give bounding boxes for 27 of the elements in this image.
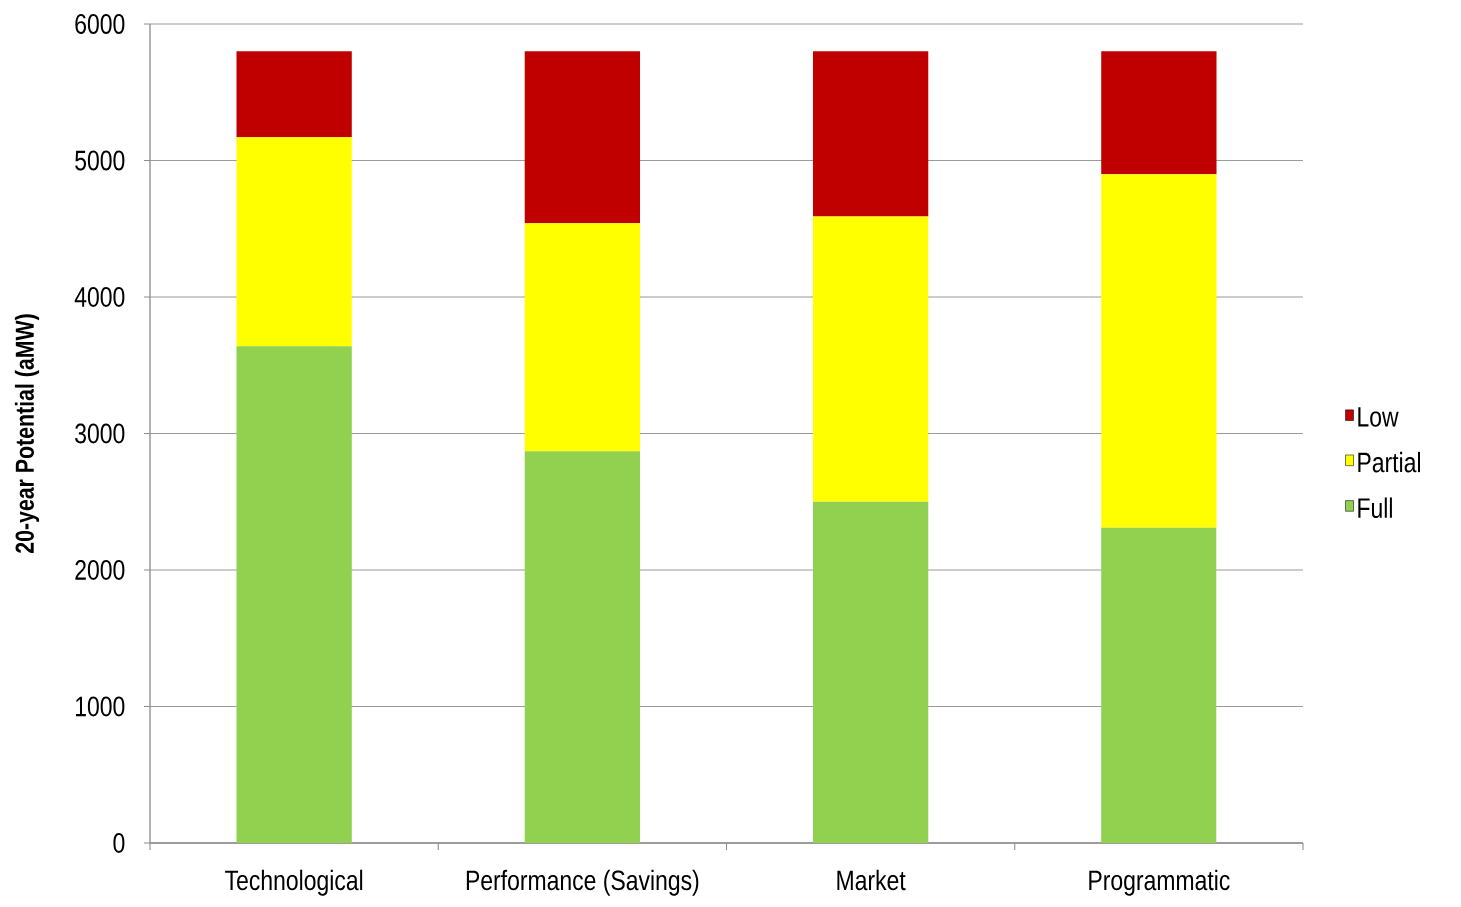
bar <box>812 51 929 217</box>
bar <box>1101 51 1217 175</box>
y-tick-label: 3000 <box>75 423 125 444</box>
y-tick-label: 2000 <box>75 560 125 580</box>
legend-label: Low <box>1358 407 1399 427</box>
bar <box>524 451 641 843</box>
y-tick-label: 0 <box>113 833 125 853</box>
y-axis-title: 20-year Potential (aMW) <box>14 314 40 554</box>
y-tick-label: 5000 <box>75 150 125 171</box>
bar <box>812 501 929 843</box>
bar <box>1101 527 1217 843</box>
bar <box>812 216 929 502</box>
legend-label: Full <box>1358 497 1392 519</box>
legend-label: Partial <box>1358 451 1420 473</box>
bar <box>236 137 352 347</box>
bar <box>524 51 641 224</box>
bar <box>236 51 352 138</box>
bar <box>524 223 641 452</box>
bar <box>1101 174 1217 528</box>
y-tick-label: 6000 <box>75 14 125 34</box>
x-tick-label: Market <box>837 869 906 891</box>
y-tick-label: 4000 <box>74 287 125 307</box>
x-tick-label: Programmatic <box>1089 869 1230 896</box>
y-tick-label: 1000 <box>75 696 125 717</box>
x-tick-label: Technological <box>225 869 363 896</box>
x-tick-label: Performance (Savings) <box>466 869 699 896</box>
bar <box>236 346 352 843</box>
